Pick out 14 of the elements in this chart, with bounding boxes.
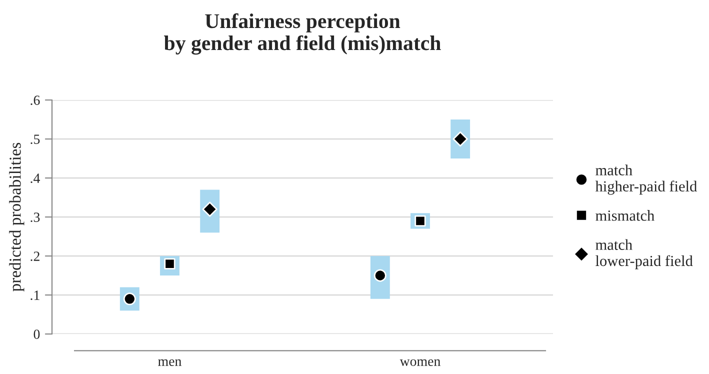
y-tick-label: .2 <box>30 252 40 262</box>
y-tick-label: .5 <box>30 134 40 144</box>
legend-label: match higher-paid field <box>595 164 697 195</box>
chart-title: Unfairness perception by gender and field (mis)match <box>164 13 441 55</box>
y-tick-label: .4 <box>30 174 40 184</box>
y-tick-label: .3 <box>30 212 40 222</box>
y-tick-label: 0 <box>34 330 40 339</box>
legend-label: mismatch <box>596 210 654 221</box>
legend-label: match lower-paid field <box>596 239 693 270</box>
x-tick-label: women <box>400 359 440 366</box>
x-tick-label: men <box>158 359 182 366</box>
y-axis-title: predicted probabilities <box>9 142 24 292</box>
y-tick-label: .6 <box>30 96 40 106</box>
y-tick-label: .1 <box>30 290 40 300</box>
